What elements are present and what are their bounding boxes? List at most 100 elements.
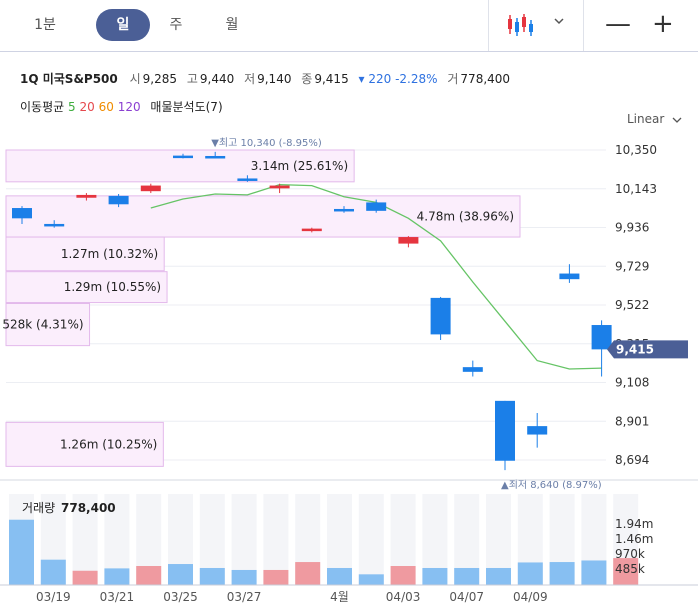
quote-summary: 1Q 미국S&P500 시 9,285 고 9,440 저 9,140 종 9,415 … (20, 70, 516, 87)
low-label: 저 (244, 72, 256, 86)
candle-body (398, 237, 419, 244)
x-tick-label: 04/09 (513, 590, 548, 604)
candle-body (591, 325, 612, 350)
volume-profile-bar (5, 236, 165, 272)
candlestick-chart-icon[interactable] (506, 12, 534, 38)
current-price-tag (607, 340, 688, 359)
candle-body (430, 297, 451, 335)
price-tick-label: 9,522 (615, 298, 649, 312)
candle-body (301, 228, 322, 232)
instrument-title: 1Q 미국S&P500 (20, 72, 118, 86)
candle-body (44, 223, 65, 227)
toolbar-divider (583, 0, 584, 51)
period-tab-day[interactable]: 일 (96, 9, 150, 41)
volume-bar (9, 519, 34, 585)
volume-bar (168, 564, 193, 585)
volume-profile-label: 528k (4.31%) (2, 318, 83, 332)
volume-profile-bar (5, 303, 91, 347)
price-tick-label: 9,936 (615, 221, 649, 235)
ma-period-20: 20 (79, 100, 95, 114)
price-tick-label: 8,694 (615, 453, 649, 467)
chevron-down-icon (672, 117, 682, 123)
toolbar-divider (488, 0, 489, 51)
candle-body (205, 155, 226, 159)
candle-body (12, 208, 32, 219)
change-value: ▾ 220 -2.28% (358, 72, 438, 86)
volume-bar (104, 568, 130, 585)
volume-tick-label: 1.94m (615, 517, 653, 531)
candle-body (366, 202, 387, 211)
volume-profile-bar (5, 195, 521, 238)
volume-bar (517, 562, 543, 585)
low-price-marker: ▲최저 8,640 (8.97%) (501, 479, 602, 491)
close-label: 종 (301, 72, 313, 86)
x-tick-label: 03/25 (163, 590, 198, 604)
volume-profile-label: 매물분석도(7) (150, 100, 223, 114)
zoom-in-button[interactable]: + (652, 9, 674, 39)
candle-body (495, 400, 515, 461)
volume-bar (390, 566, 416, 585)
price-tick-label: 8,901 (615, 414, 649, 428)
x-tick-label: 03/19 (36, 590, 71, 604)
volume-bar (295, 562, 321, 585)
candle-body (269, 185, 290, 189)
high-label: 고 (186, 72, 198, 86)
candle-body (237, 178, 258, 181)
x-tick-label: 04/07 (449, 590, 484, 604)
volume-bar (263, 569, 289, 585)
volume-bar (549, 562, 575, 585)
volume-tick-label: 485k (615, 562, 645, 576)
ma-period-120: 120 (117, 100, 141, 114)
moving-average-legend[interactable]: 이동평균 5 20 60 120 매물분석도(7) (20, 98, 223, 115)
volume-bar (327, 567, 352, 585)
volume-title: 거래량 (22, 501, 55, 515)
candle-body (76, 194, 97, 198)
volume-bar (136, 566, 162, 585)
volume-bar-track (231, 494, 257, 585)
period-tab-week[interactable]: 주 (169, 17, 183, 33)
top-toolbar: 1분 일 주 월 — + (0, 0, 698, 52)
price-tick-label: 10,350 (615, 143, 657, 157)
volume-bar (581, 560, 607, 585)
volume-profile-label: 4.78m (38.96%) (417, 209, 514, 223)
ma-period-5: 5 (68, 100, 76, 114)
candle-body (140, 185, 161, 192)
volume-bar (40, 559, 66, 585)
scale-mode-select[interactable]: Linear (627, 112, 682, 126)
candle-body (108, 195, 129, 205)
current-price-label: 9,415 (616, 342, 654, 356)
zoom-out-button[interactable]: — (605, 9, 631, 39)
chevron-down-icon[interactable] (553, 15, 565, 27)
low-value: 9,140 (257, 72, 292, 86)
candle-body (334, 208, 354, 212)
volume-profile-bar (5, 421, 164, 467)
close-value: 9,415 (314, 72, 349, 86)
scale-mode-label: Linear (627, 112, 665, 126)
candle-body (527, 426, 548, 435)
price-tick-label: 9,108 (615, 376, 649, 390)
ma-period-60: 60 (98, 100, 114, 114)
x-tick-label: 4월 (330, 590, 349, 604)
volume-profile-label: 1.26m (10.25%) (60, 437, 157, 451)
volume-value: 778,400 (460, 72, 511, 86)
volume-profile-bar (5, 149, 355, 183)
period-tab-1min[interactable]: 1분 (34, 17, 56, 33)
volume-bar (358, 574, 384, 585)
x-tick-label: 03/21 (100, 590, 135, 604)
open-value: 9,285 (142, 72, 177, 86)
volume-bar (72, 570, 98, 585)
volume-bar (422, 567, 448, 585)
volume-profile-label: 1.29m (10.55%) (64, 280, 161, 294)
high-price-marker: ▼최고 10,340 (-8.95%) (211, 137, 322, 149)
ma-label: 이동평균 (20, 100, 65, 114)
high-value: 9,440 (199, 72, 235, 86)
volume-profile-label: 1.27m (10.32%) (61, 247, 158, 261)
candle-body (559, 273, 580, 280)
price-tick-label: 9,729 (615, 259, 649, 273)
price-tick-label: 10,143 (615, 182, 657, 196)
volume-bar-track (72, 494, 98, 585)
period-tab-month[interactable]: 월 (225, 17, 239, 33)
volume-bar (199, 567, 225, 585)
candle-body (462, 367, 483, 372)
